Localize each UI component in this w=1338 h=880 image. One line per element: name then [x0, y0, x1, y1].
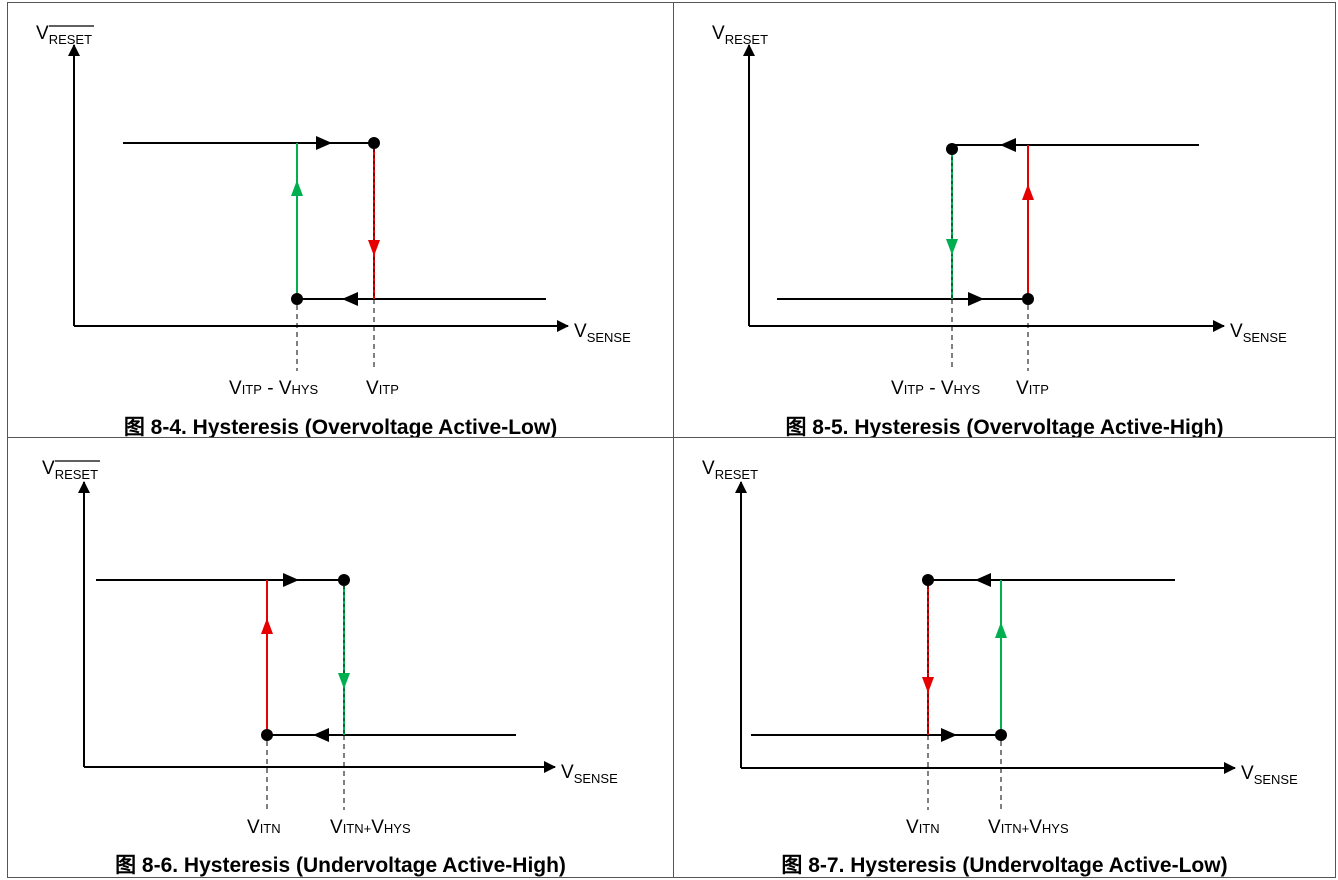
label-vitn: VITN	[906, 817, 940, 838]
y-axis-label: VRESET	[712, 23, 768, 47]
label-vitp-minus-vhys: VITP - VHYS	[229, 378, 319, 399]
threshold-dot-low	[261, 729, 273, 741]
y-axis-label: VRESET	[36, 23, 92, 47]
label-vitp-minus-vhys: VITP - VHYS	[891, 378, 981, 399]
threshold-dot-high	[922, 574, 934, 586]
green-down-arrow	[338, 673, 350, 689]
label-vitn-plus-vhys: VITN+VHYS	[988, 817, 1069, 838]
green-up-arrow	[291, 180, 303, 196]
x-axis-label: VSENSE	[574, 321, 631, 345]
threshold-dot-low	[1022, 293, 1034, 305]
hysteresis-diagram-8-7: VRESET VSENSE VITN	[702, 458, 1298, 838]
red-down-arrow	[922, 677, 934, 693]
high-direction-arrow	[283, 573, 299, 587]
red-up-arrow	[261, 618, 273, 634]
figure-8-5: VRESET VSENSE VITP - VH	[673, 2, 1336, 439]
label-vitn-plus-vhys: VITN+VHYS	[330, 817, 411, 838]
figure-caption: 图 8-6. Hysteresis (Undervoltage Active-H…	[115, 854, 566, 877]
figure-8-4: VRESET VSENSE	[7, 2, 674, 439]
low-direction-arrow	[941, 728, 957, 742]
green-down-arrow	[946, 239, 958, 255]
low-direction-arrow	[313, 728, 329, 742]
threshold-dot-high	[368, 137, 380, 149]
figure-caption: 图 8-7. Hysteresis (Undervoltage Active-L…	[781, 854, 1228, 877]
y-axis-label: VRESET	[42, 458, 98, 482]
high-direction-arrow	[975, 573, 991, 587]
threshold-dot-high	[946, 143, 958, 155]
figure-caption: 图 8-5. Hysteresis (Overvoltage Active-Hi…	[785, 416, 1224, 439]
threshold-dot-low	[291, 293, 303, 305]
figure-caption: 图 8-4. Hysteresis (Overvoltage Active-Lo…	[123, 416, 558, 439]
high-direction-arrow	[316, 136, 332, 150]
threshold-dot-high	[338, 574, 350, 586]
x-axis-label: VSENSE	[1230, 321, 1287, 345]
red-down-arrow	[368, 240, 380, 256]
hysteresis-diagram-8-6: VRESET VSENSE VI	[42, 458, 618, 838]
figure-8-6: VRESET VSENSE VI	[7, 437, 674, 878]
low-direction-arrow	[342, 292, 358, 306]
red-up-arrow	[1022, 184, 1034, 200]
label-vitp: VITP	[366, 378, 399, 399]
label-vitn: VITN	[247, 817, 281, 838]
threshold-dot-low	[995, 729, 1007, 741]
hysteresis-diagram-8-4: VRESET VSENSE	[36, 23, 631, 399]
high-direction-arrow	[1000, 138, 1016, 152]
y-axis-label: VRESET	[702, 458, 758, 482]
figure-8-7: VRESET VSENSE VITN	[673, 437, 1336, 878]
x-axis-label: VSENSE	[561, 762, 618, 786]
hysteresis-diagram-8-5: VRESET VSENSE VITP - VH	[712, 23, 1287, 399]
x-axis-label: VSENSE	[1241, 763, 1298, 787]
green-up-arrow	[995, 622, 1007, 638]
label-vitp: VITP	[1016, 378, 1049, 399]
low-direction-arrow	[968, 292, 984, 306]
